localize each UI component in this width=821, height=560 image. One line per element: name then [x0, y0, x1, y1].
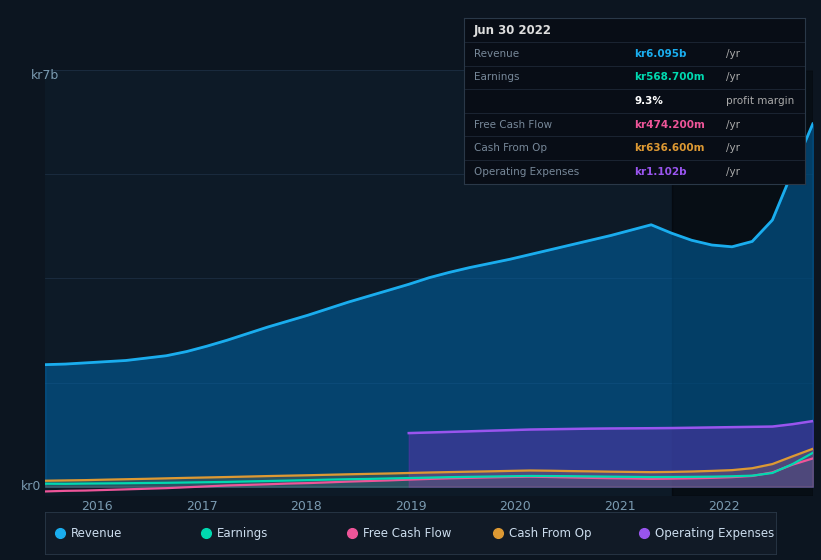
- Text: kr0: kr0: [21, 480, 41, 493]
- Text: /yr: /yr: [727, 49, 741, 59]
- Text: kr474.200m: kr474.200m: [635, 120, 705, 130]
- Text: Free Cash Flow: Free Cash Flow: [363, 527, 452, 540]
- Text: Free Cash Flow: Free Cash Flow: [474, 120, 553, 130]
- Text: Jun 30 2022: Jun 30 2022: [474, 24, 552, 37]
- Text: Operating Expenses: Operating Expenses: [474, 167, 580, 177]
- Text: Earnings: Earnings: [217, 527, 268, 540]
- Text: 9.3%: 9.3%: [635, 96, 663, 106]
- Text: profit margin: profit margin: [727, 96, 795, 106]
- Text: Cash From Op: Cash From Op: [509, 527, 592, 540]
- Text: /yr: /yr: [727, 167, 741, 177]
- Text: Revenue: Revenue: [474, 49, 519, 59]
- Text: Operating Expenses: Operating Expenses: [655, 527, 774, 540]
- Text: /yr: /yr: [727, 120, 741, 130]
- Text: kr6.095b: kr6.095b: [635, 49, 686, 59]
- Text: Revenue: Revenue: [71, 527, 122, 540]
- Text: kr7b: kr7b: [31, 69, 59, 82]
- Text: /yr: /yr: [727, 72, 741, 82]
- Text: Cash From Op: Cash From Op: [474, 143, 547, 153]
- Text: kr1.102b: kr1.102b: [635, 167, 687, 177]
- Bar: [672, 70, 813, 496]
- Text: /yr: /yr: [727, 143, 741, 153]
- Text: Earnings: Earnings: [474, 72, 520, 82]
- Text: kr568.700m: kr568.700m: [635, 72, 705, 82]
- Text: kr636.600m: kr636.600m: [635, 143, 704, 153]
